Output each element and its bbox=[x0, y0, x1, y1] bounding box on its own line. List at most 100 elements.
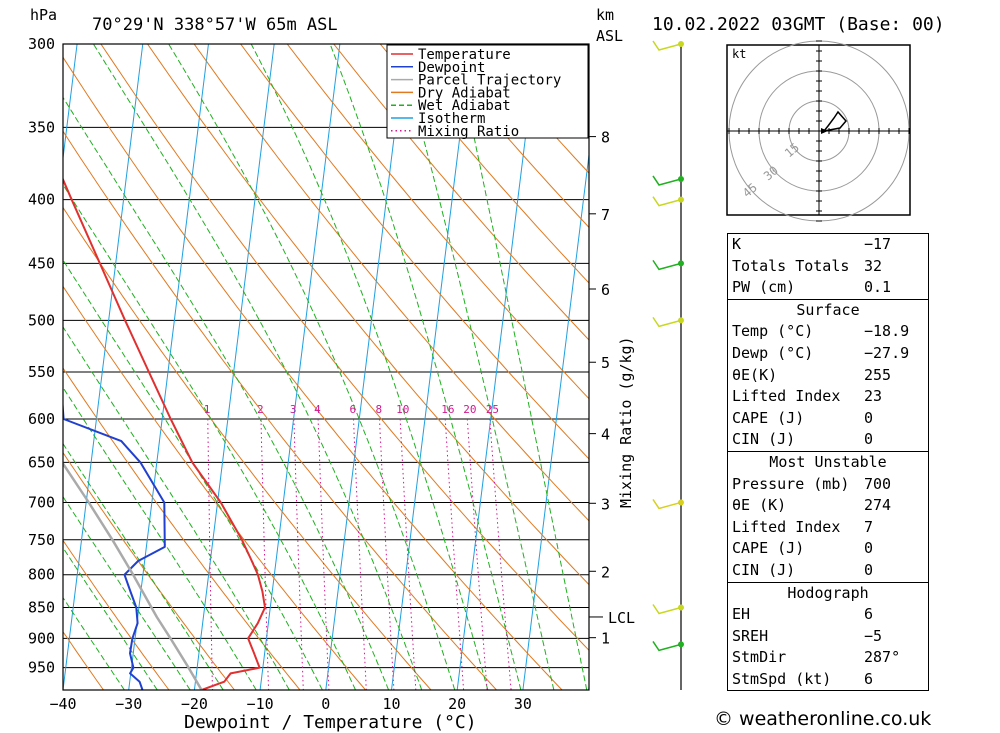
surface-index-value: −27.9 bbox=[864, 343, 910, 362]
index-label: Totals Totals bbox=[732, 256, 850, 275]
pressure-tick-label: 450 bbox=[28, 254, 55, 272]
pressure-tick-label: 550 bbox=[28, 363, 55, 381]
isotherm-line bbox=[63, 44, 144, 690]
most-unstable-index-value: 7 bbox=[864, 517, 874, 536]
pressure-tick-label: 300 bbox=[28, 35, 55, 53]
wet-adiabat-line bbox=[63, 183, 356, 690]
km-tick-label: 3 bbox=[601, 495, 610, 513]
legend-entry: Wet Adiabat bbox=[418, 98, 511, 114]
mixing-ratio-label: 2 bbox=[257, 403, 264, 416]
surface-index-row: θE(K) 255 bbox=[728, 365, 928, 387]
mixing-ratio-label: 1 bbox=[204, 403, 211, 416]
lcl-label: LCL bbox=[608, 609, 635, 627]
index-label: K bbox=[732, 235, 742, 253]
parcel-trajectory-line bbox=[63, 461, 203, 690]
wet-adiabat-line bbox=[250, 44, 489, 690]
most-unstable-index-row: Pressure (mb) 700 bbox=[728, 474, 928, 496]
hodograph-index-row: StmDir 287° bbox=[728, 647, 928, 669]
legend-entry: Isotherm bbox=[418, 111, 485, 127]
legend-entry: Mixing Ratio bbox=[418, 124, 519, 140]
km-tick-label: 1 bbox=[601, 630, 610, 648]
hodograph-index-label: EH bbox=[732, 605, 751, 624]
dewpoint-line bbox=[63, 397, 166, 690]
temperature-tick-label: 20 bbox=[448, 695, 466, 713]
pressure-tick-label: 950 bbox=[28, 659, 55, 677]
most-unstable-index-label: Lifted Index bbox=[732, 517, 841, 536]
hodograph-title: Hodograph bbox=[728, 581, 928, 605]
isotherm-line bbox=[0, 44, 11, 690]
pressure-tick-label: 600 bbox=[28, 410, 55, 428]
legend-box bbox=[386, 44, 589, 139]
mixing-ratio-label: 3 bbox=[290, 403, 297, 416]
most-unstable-index-label: Pressure (mb) bbox=[732, 474, 850, 493]
km-tick-label: 8 bbox=[601, 129, 610, 147]
most-unstable-index-label: CAPE (J) bbox=[732, 539, 805, 558]
most-unstable-index-label: CIN (J) bbox=[732, 560, 796, 579]
surface-index-row: Lifted Index 23 bbox=[728, 386, 928, 408]
most-unstable-index-label: θE (K) bbox=[732, 496, 787, 515]
hodograph-trace bbox=[823, 110, 847, 132]
wet-adiabat-line bbox=[63, 386, 257, 690]
wind-profile bbox=[652, 40, 684, 690]
dry-adiabat-line bbox=[147, 44, 589, 586]
isotherm-line bbox=[128, 44, 209, 690]
isotherm-line bbox=[63, 44, 78, 163]
dry-adiabat-line bbox=[426, 44, 589, 229]
mixing-ratio-line bbox=[317, 418, 330, 690]
pressure-tick-label: 650 bbox=[28, 453, 55, 471]
pressure-tick-label: 850 bbox=[28, 599, 55, 617]
index-value: −17 bbox=[864, 235, 892, 253]
hodograph-index-value: 6 bbox=[864, 605, 874, 624]
hodograph-index-value: 287° bbox=[864, 648, 901, 667]
most-unstable-index-row: θE (K) 274 bbox=[728, 495, 928, 517]
mixing-ratio-label: 10 bbox=[396, 403, 409, 416]
most-unstable-index-value: 0 bbox=[864, 539, 874, 558]
pressure-tick-label: 900 bbox=[28, 629, 55, 647]
wind-barb bbox=[652, 316, 682, 328]
km-tick-label: 6 bbox=[601, 281, 610, 299]
surface-index-row: CAPE (J) 0 bbox=[728, 408, 928, 430]
mixing-ratio-line bbox=[260, 418, 270, 690]
mixing-ratio-line bbox=[444, 418, 465, 690]
pressure-tick-label: 400 bbox=[28, 191, 55, 209]
mixing-ratio-label: 4 bbox=[314, 403, 321, 416]
wet-adiabat-line bbox=[63, 96, 390, 690]
index-value: 32 bbox=[864, 256, 883, 275]
hodograph-index-value: −5 bbox=[864, 626, 883, 645]
mixing-ratio-label: 6 bbox=[349, 403, 356, 416]
temperature-tick-label: −10 bbox=[247, 695, 274, 713]
surface-index-label: Lifted Index bbox=[732, 387, 841, 406]
dry-adiabat-line bbox=[63, 539, 170, 690]
hodograph-index-label: SREH bbox=[732, 626, 769, 645]
surface-index-label: Temp (°C) bbox=[732, 322, 814, 341]
wet-adiabat-line bbox=[63, 546, 158, 690]
surface-index-value: −18.9 bbox=[864, 322, 910, 341]
storm-motion-marker bbox=[821, 128, 828, 134]
hodograph-unit-label: kt bbox=[732, 47, 746, 61]
most-unstable-index-value: 700 bbox=[864, 474, 892, 493]
wind-barb bbox=[652, 40, 682, 51]
dry-adiabat-line bbox=[379, 44, 589, 284]
legend-entry: Temperature bbox=[418, 47, 511, 63]
units-asl-label: ASL bbox=[596, 27, 623, 45]
wet-adiabat-line bbox=[397, 44, 555, 690]
surface-index-value: 255 bbox=[864, 365, 892, 384]
dry-adiabat-line bbox=[63, 56, 563, 690]
legend-entry: Dry Adiabat bbox=[418, 85, 511, 101]
temperature-tick-label: 30 bbox=[514, 695, 532, 713]
dry-adiabat-line bbox=[63, 206, 432, 690]
most-unstable-title: Most Unstable bbox=[728, 450, 928, 474]
wet-adiabat-line bbox=[168, 44, 456, 690]
surface-title: Surface bbox=[728, 298, 928, 322]
wind-barb bbox=[652, 499, 682, 510]
surface-index-row: Dewp (°C) −27.9 bbox=[728, 343, 928, 365]
most-unstable-index-row: CIN (J) 0 bbox=[728, 560, 928, 582]
legend-entry: Dewpoint bbox=[418, 60, 485, 76]
index-row: PW (cm) 0.1 bbox=[728, 277, 928, 299]
indices-panel: K −17 Totals Totals 32 PW (cm) 0.1 Surface Te… bbox=[727, 233, 929, 692]
hodograph-index-label: StmDir bbox=[732, 648, 787, 667]
isotherm-line bbox=[259, 44, 341, 690]
isotherm-line bbox=[456, 44, 538, 690]
wet-adiabat-line bbox=[63, 326, 290, 690]
